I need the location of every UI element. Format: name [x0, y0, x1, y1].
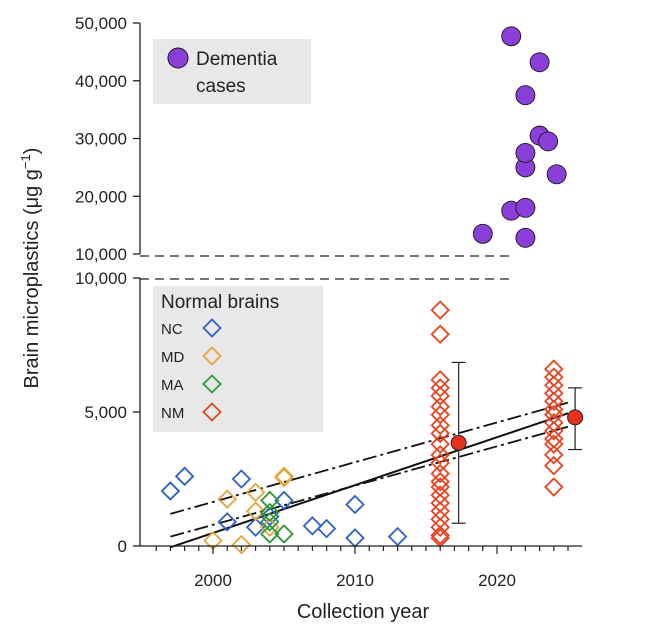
upper-y-axis: 50,000 40,000 30,000 20,000 10,000: [75, 14, 141, 264]
x-tick-label: 2020: [478, 571, 516, 590]
regression-line: [170, 412, 569, 549]
y-axis-title-superscript: −1: [18, 154, 33, 169]
legend-marker-md: [202, 346, 222, 366]
point-nc: [160, 481, 181, 501]
point-nm: [430, 463, 450, 484]
dementia-legend-marker: [167, 47, 189, 69]
point-ma: [260, 490, 280, 511]
x-tick-label: 2010: [336, 571, 374, 590]
point-ma: [260, 524, 280, 544]
dementia-point: [515, 197, 536, 218]
normal-legend-entries: NC MD MA NM: [161, 318, 222, 422]
point-nc: [231, 469, 252, 489]
point-nm: [544, 399, 564, 420]
point-md: [274, 466, 294, 487]
lower-panel: Normal brains NC MD MA NM 10,000 5,000 0: [75, 269, 584, 556]
dementia-point: [529, 52, 550, 73]
upper-y-tick-label: 20,000: [75, 187, 127, 206]
point-nm: [430, 471, 450, 492]
dementia-points: [472, 26, 567, 248]
lower-y-tick-label: 5,000: [84, 403, 127, 422]
dementia-point: [515, 85, 536, 106]
regression-lines: [170, 401, 569, 549]
dementia-point: [501, 26, 522, 47]
upper-y-tick-label: 50,000: [75, 14, 127, 33]
x-tick-label: 2000: [194, 571, 232, 590]
point-nm: [430, 386, 450, 406]
point-nm: [430, 453, 450, 473]
point-nm: [430, 404, 450, 425]
point-nm: [544, 477, 564, 497]
point-ma: [260, 502, 280, 523]
point-ma: [260, 512, 280, 532]
point-nm: [544, 420, 564, 441]
point-md: [274, 467, 294, 488]
upper-y-tick-label: 10,000: [75, 245, 127, 264]
dementia-point: [515, 227, 536, 248]
y-axis-title-close: ): [21, 148, 43, 155]
y-axis-title: Brain microplastics (μg g−1): [18, 148, 43, 389]
upper-y-tick-label: 30,000: [75, 130, 127, 149]
point-md: [245, 482, 266, 503]
dementia-point: [472, 223, 493, 244]
legend-key-md: MD: [161, 349, 184, 366]
mean-point: [450, 434, 467, 451]
confidence-band-lower: [170, 425, 569, 538]
point-nc: [302, 516, 323, 536]
point-nc: [174, 466, 195, 487]
y-axis-title-main: Brain microplastics (μg g: [21, 169, 43, 388]
legend-key-nm: NM: [161, 405, 184, 422]
point-nm: [430, 445, 450, 465]
lower-y-tick-label: 10,000: [75, 269, 127, 288]
upper-panel: Dementia cases 50,000 40,000 30,000 20,000 1…: [75, 14, 567, 264]
normal-legend-box: [153, 286, 323, 432]
point-nc: [345, 528, 365, 548]
legend-marker-nm: [202, 402, 222, 422]
dementia-point: [515, 142, 536, 163]
point-md: [231, 534, 252, 555]
point-nm: [430, 517, 450, 538]
point-nc: [217, 512, 237, 532]
lower-y-tick-label: 0: [118, 537, 127, 556]
point-nm: [544, 455, 564, 476]
point-nm: [430, 423, 450, 444]
point-ma: [274, 524, 294, 544]
point-nm: [430, 378, 450, 398]
point-nc: [274, 490, 294, 511]
dementia-point: [546, 164, 567, 185]
upper-y-tick-label: 40,000: [75, 72, 127, 91]
normal-points: [160, 300, 564, 555]
point-nm: [430, 324, 450, 345]
point-nc: [245, 517, 266, 538]
point-md: [217, 489, 237, 509]
lower-y-axis: 10,000 5,000 0: [75, 269, 141, 556]
confidence-band-upper: [170, 401, 569, 515]
legend-key-ma: MA: [161, 377, 184, 394]
point-nm: [430, 525, 450, 546]
dementia-legend-label-line2: cases: [196, 76, 246, 97]
point-nm: [544, 445, 564, 465]
dementia-legend-label-line1: Dementia: [196, 49, 278, 70]
point-nm: [430, 300, 450, 320]
point-nc: [387, 526, 408, 547]
point-nc: [345, 494, 365, 515]
point-nc: [316, 518, 337, 539]
point-nm: [430, 396, 450, 417]
legend-key-nc: NC: [161, 321, 183, 338]
legend-marker-nc: [202, 318, 222, 338]
point-nm: [430, 415, 450, 436]
point-nm: [430, 434, 450, 454]
mean-error-bars: [450, 361, 584, 524]
x-axis-title: Collection year: [297, 601, 430, 623]
point-nm: [544, 434, 564, 454]
x-axis: 2000 2010 2020: [140, 545, 583, 590]
point-md: [245, 501, 266, 521]
dementia-point: [538, 131, 559, 152]
mean-point: [567, 409, 584, 426]
point-nm: [544, 391, 564, 412]
legend-marker-ma: [202, 374, 222, 394]
normal-legend-title: Normal brains: [161, 292, 279, 313]
